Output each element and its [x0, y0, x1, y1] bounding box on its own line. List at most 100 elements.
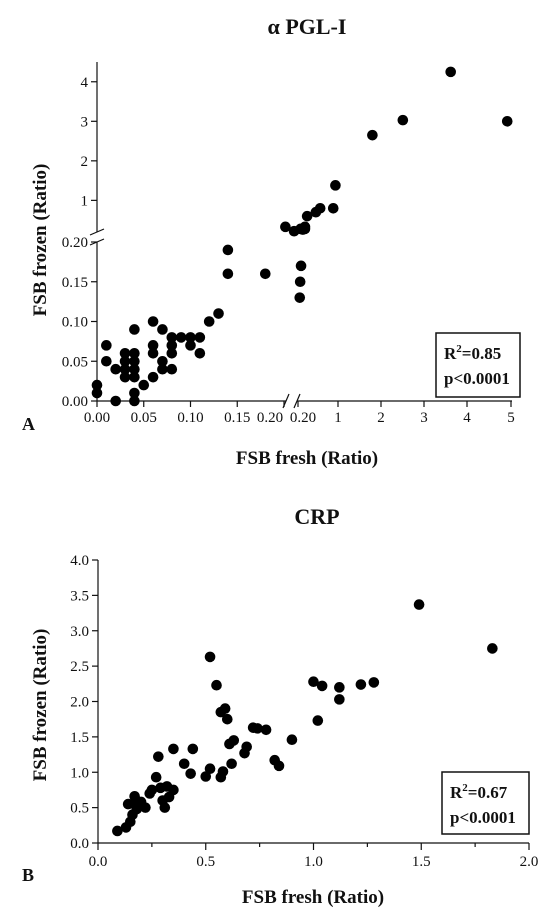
panel-a-data-point	[91, 387, 103, 399]
panel-b-data-point	[487, 643, 498, 654]
panel-a-y-tick-label: 0.05	[62, 354, 88, 370]
panel-a-data-point	[138, 379, 150, 391]
panel-a-data-point	[194, 332, 206, 343]
panel-b-y-tick-label: 0.5	[70, 801, 89, 817]
panel-a-data-point	[280, 221, 291, 233]
panel-a-data-point	[314, 202, 326, 214]
panel-b-data-point	[312, 715, 324, 726]
panel-a-data-point	[330, 180, 341, 191]
panel-b-data-point	[308, 676, 319, 687]
panel-a-data-point	[294, 292, 306, 303]
panel-b-label: B	[22, 865, 34, 885]
panel-b-y-tick-label: 1.5	[70, 730, 89, 746]
panel-a-data-point	[157, 324, 168, 335]
panel-a-data-point	[101, 340, 112, 351]
panel-a-data-point	[129, 395, 140, 407]
panel-b-data-point	[168, 743, 179, 755]
panel-b-y-tick-label: 4.0	[70, 553, 89, 569]
panel-a-data-point	[129, 371, 140, 383]
panel-b-y-tick-label: 3.0	[70, 624, 89, 640]
panel-a-data-point	[129, 355, 140, 367]
panel-b-y-tick-label: 0.0	[70, 836, 89, 852]
panel-a-data-point	[203, 316, 215, 327]
panel-a-data-point	[327, 202, 339, 214]
panel-a-x-tick-label: 5	[507, 410, 515, 426]
panel-a-data-point	[194, 348, 206, 359]
panel-b-data-point	[316, 680, 328, 692]
panel-a-data-point	[166, 340, 178, 351]
panel-a-y-tick-label: 3	[81, 114, 89, 130]
panel-b-data-point	[368, 677, 380, 688]
panel-b-p-value: p<0.0001	[450, 808, 516, 827]
panel-a-y-tick-label: 0.15	[62, 275, 88, 291]
panel-b-data-point	[217, 766, 229, 777]
panel-b-x-tick-label: 0.5	[196, 854, 215, 870]
panel-b-data-point	[222, 713, 233, 725]
panel-a-data-point	[301, 210, 313, 222]
panel-b-title: CRP	[294, 504, 339, 529]
panel-b-data-point	[252, 723, 263, 734]
panel-b-data-point	[187, 743, 199, 755]
panel-b-x-tick-label: 0.0	[89, 854, 108, 870]
panel-a-data-point	[367, 129, 378, 141]
panel-a-data-point	[397, 114, 409, 126]
panel-b-data-point	[228, 735, 240, 746]
panel-a-data-point	[295, 260, 307, 272]
panel-b-data-point	[211, 679, 222, 691]
panel-a-data-point	[166, 363, 178, 375]
panel-a-data-point	[222, 268, 234, 280]
panel-a-data-point	[185, 332, 196, 343]
panel-a-x-tick-label: 3	[420, 410, 428, 426]
panel-a-data-point	[445, 66, 457, 78]
panel-a-plot: 0.00 0.05 0.10 0.15 0.20 1 2 3 4 0.00 0.05 0.10 0.15…	[62, 62, 515, 426]
panel-a-x-tick-label: 0.20	[290, 410, 316, 426]
panel-a-data-point	[175, 332, 187, 343]
panel-b-y-tick-label: 1.0	[70, 765, 89, 781]
panel-a-data-point	[147, 371, 159, 383]
panel-a-data-point	[157, 355, 168, 367]
panel-b-data-point	[204, 651, 216, 663]
panel-a-y-tick-label: 0.20	[62, 235, 88, 251]
panel-a-y-tick-label: 2	[81, 154, 89, 170]
panel-b-y-tick-label: 2.0	[70, 695, 89, 711]
panel-a-x-tick-label: 1	[334, 410, 342, 426]
panel-a-x-tick-label: 0.20	[257, 410, 283, 426]
panel-a-y-tick-label: 0.10	[62, 315, 88, 331]
panel-a-x-tick-label: 0.10	[177, 410, 203, 426]
panel-a-y-tick-label: 0.00	[62, 394, 88, 410]
panel-b-data-point	[273, 760, 285, 772]
panel-b-data-point	[150, 771, 162, 783]
panel-b-data-point	[204, 763, 216, 775]
panel-a-data-point	[166, 348, 178, 359]
panel-a-data-point	[129, 324, 140, 335]
panel-a-data-point	[222, 244, 234, 256]
panel-a-data-point	[147, 340, 159, 351]
panel-a-data-point	[119, 348, 131, 359]
panel-b-x-tick-label: 2.0	[520, 854, 539, 870]
panel-a-y-tick-label: 1	[81, 193, 89, 209]
panel-b-r2-label: R2=0.67	[450, 782, 508, 802]
panel-b-x-tick-label: 1.5	[412, 854, 431, 870]
panel-a-y-break-mark	[89, 228, 105, 236]
panel-b-data-point	[146, 784, 158, 796]
panel-b-x-tick-label: 1.0	[304, 854, 323, 870]
panel-a-data-point	[101, 355, 112, 367]
panel-a-data-point	[110, 395, 121, 407]
panel-b-xlabel: FSB fresh (Ratio)	[242, 887, 384, 908]
panel-b-data-point	[219, 703, 231, 714]
panel-b-data-point	[168, 784, 179, 796]
panel-a-xlabel: FSB fresh (Ratio)	[236, 448, 378, 469]
panel-b-y-tick-label: 2.5	[70, 659, 89, 675]
panel-a-data-point	[157, 363, 168, 375]
panel-a-title: α PGL-I	[268, 14, 347, 39]
panel-b-plot: 0.0 0.5 1.0 1.5 2.0 2.5 3.0 3.5 4.0 0.0 0.5 1.0 1.5 2…	[70, 553, 538, 870]
panel-a-data-point	[166, 332, 178, 343]
panel-a-y-tick-label: 4	[81, 75, 89, 91]
panel-b-data-point	[200, 771, 212, 782]
panel-a-data-point	[129, 387, 140, 399]
panel-b-data-point	[185, 768, 196, 779]
panel-a-x-tick-label: 2	[377, 410, 385, 426]
panel-a-data-point	[119, 355, 131, 367]
panel-a-data-point	[147, 348, 159, 359]
panel-a-x-tick-label: 0.05	[131, 410, 157, 426]
